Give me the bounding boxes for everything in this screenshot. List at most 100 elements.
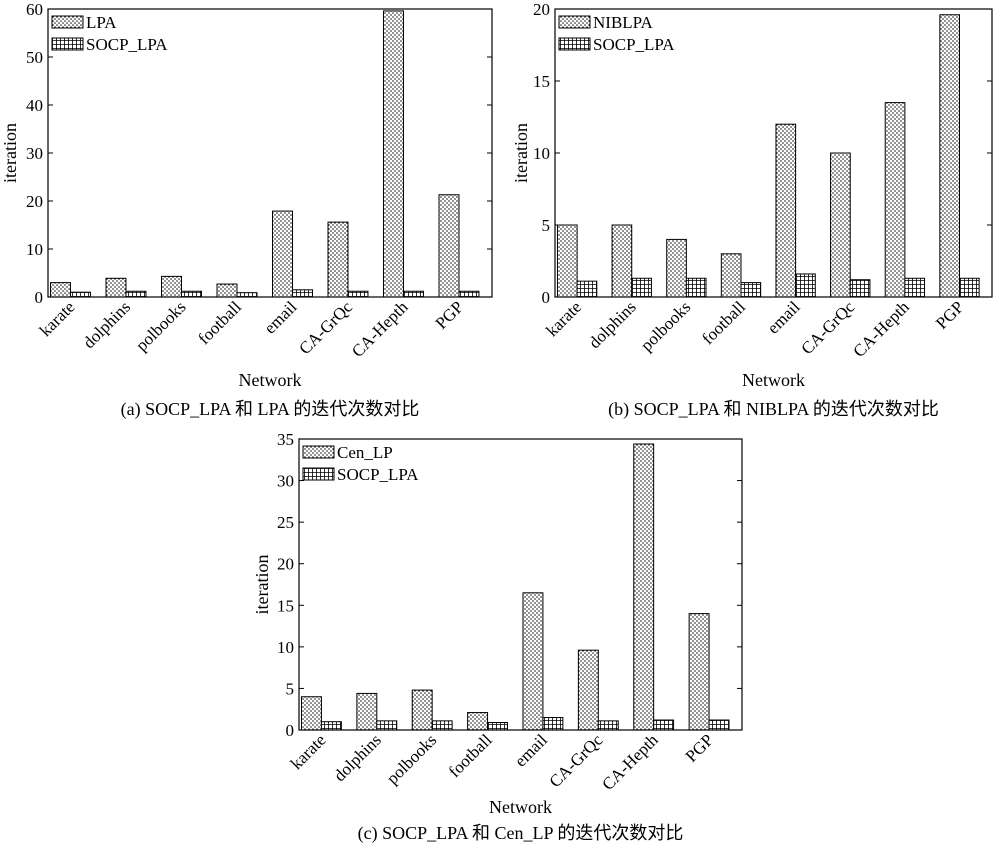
x-tick-label: dolphins — [79, 297, 134, 352]
legend-swatch — [302, 467, 335, 481]
y-tick-label: 40 — [26, 96, 43, 115]
y-axis-label: iteration — [0, 123, 20, 183]
legend-label: SOCP_LPA — [337, 465, 419, 484]
y-tick-label: 30 — [26, 144, 43, 163]
y-tick-label: 5 — [286, 679, 295, 698]
x-tick-label: PGP — [682, 730, 717, 765]
y-axis-label: iteration — [252, 555, 272, 615]
bar-socp-lpa-ca-hepth — [402, 290, 424, 298]
y-tick-label: 50 — [26, 48, 43, 67]
bar-cen-lp-dolphins — [356, 692, 378, 731]
bar-socp-lpa-karate — [69, 291, 91, 298]
bar-cen-lp-email — [522, 592, 544, 731]
legend: Cen_LP SOCP_LPA — [302, 443, 419, 484]
x-tick-label: football — [194, 297, 245, 348]
x-tick-label: PGP — [432, 297, 467, 332]
x-tick-label: CA-Hepth — [348, 297, 412, 361]
bar-socp-lpa-email — [291, 289, 313, 298]
y-tick-label: 10 — [277, 638, 294, 657]
x-axis-label: Network — [489, 797, 552, 817]
bar-lpa-football — [216, 283, 238, 298]
bar-lpa-pgp — [438, 194, 460, 298]
legend: NIBLPA SOCP_LPA — [558, 13, 675, 54]
bar-niblpa-email — [775, 123, 797, 298]
legend-label: LPA — [86, 13, 117, 32]
y-tick-label: 5 — [542, 216, 551, 235]
bar-niblpa-dolphins — [611, 224, 633, 298]
bar-socp-lpa-football — [487, 722, 508, 731]
y-tick-label: 35 — [277, 430, 294, 449]
x-tick-label: CA-GrQc — [797, 297, 858, 358]
bar-cen-lp-polbooks — [411, 689, 433, 731]
x-tick-label: email — [260, 297, 300, 337]
bar-socp-lpa-polbooks — [431, 720, 453, 731]
x-tick-label: email — [511, 730, 551, 770]
axes-frame — [298, 438, 743, 731]
bar-socp-lpa-ca-grqc — [347, 290, 369, 298]
x-tick-label: polbooks — [383, 730, 441, 788]
bar-socp-lpa-pgp — [458, 290, 480, 298]
bar-niblpa-ca-hepth — [884, 102, 906, 298]
x-tick-label: CA-GrQc — [546, 730, 607, 791]
legend-swatch — [51, 37, 84, 51]
bar-niblpa-karate — [556, 224, 578, 298]
bar-niblpa-polbooks — [666, 238, 687, 298]
bar-socp-lpa-football — [740, 282, 762, 298]
y-tick-label: 0 — [286, 721, 295, 740]
y-tick-label: 10 — [533, 144, 550, 163]
bar-cen-lp-ca-grqc — [577, 649, 599, 731]
x-tick-label: CA-Hepth — [598, 730, 662, 794]
bar-lpa-dolphins — [105, 277, 127, 298]
bar-niblpa-ca-grqc — [830, 152, 851, 298]
bar-socp-lpa-dolphins — [376, 720, 398, 731]
bar-cen-lp-pgp — [688, 613, 710, 731]
x-tick-label: football — [445, 730, 496, 781]
bar-socp-lpa-karate — [320, 721, 342, 731]
x-tick-label: polbooks — [637, 297, 695, 355]
legend-label: SOCP_LPA — [86, 35, 168, 54]
x-tick-label: football — [698, 297, 749, 348]
chart-caption: (b) SOCP_LPA 和 NIBLPA 的迭代次数对比 — [608, 399, 939, 420]
bar-socp-lpa-email — [542, 717, 564, 731]
bar-socp-lpa-karate — [576, 280, 598, 298]
y-tick-label: 15 — [533, 72, 550, 91]
bar-lpa-polbooks — [161, 275, 182, 298]
bar-socp-lpa-pgp — [708, 719, 730, 731]
x-tick-label: PGP — [932, 297, 967, 332]
y-tick-label: 10 — [26, 240, 43, 259]
x-axis-label: Network — [742, 370, 805, 390]
x-axis-label: Network — [239, 370, 302, 390]
y-tick-label: 30 — [277, 472, 294, 491]
x-tick-label: polbooks — [132, 297, 190, 355]
legend-swatch — [51, 15, 84, 29]
y-tick-label: 20 — [277, 555, 294, 574]
bar-cen-lp-football — [467, 712, 489, 731]
bar-lpa-ca-hepth — [383, 10, 404, 298]
bar-socp-lpa-dolphins — [631, 277, 652, 298]
bar-lpa-karate — [50, 282, 71, 298]
legend-swatch — [302, 445, 335, 459]
y-tick-label: 15 — [277, 596, 294, 615]
bar-socp-lpa-football — [236, 292, 258, 298]
bar-lpa-email — [272, 210, 293, 298]
bar-niblpa-pgp — [939, 14, 960, 298]
bar-socp-lpa-ca-grqc — [849, 279, 871, 298]
y-tick-label: 0 — [542, 288, 551, 307]
x-tick-label: dolphins — [330, 730, 385, 785]
x-tick-label: CA-Hepth — [849, 297, 913, 361]
chart-caption: (c) SOCP_LPA 和 Cen_LP 的迭代次数对比 — [358, 823, 684, 844]
y-tick-label: 25 — [277, 513, 294, 532]
y-axis-label: iteration — [511, 123, 531, 183]
legend-swatch — [558, 37, 591, 51]
y-tick-label: 0 — [35, 288, 44, 307]
bar-cen-lp-karate — [300, 696, 322, 731]
bar-socp-lpa-email — [795, 273, 816, 298]
bar-niblpa-football — [720, 253, 742, 298]
bar-socp-lpa-ca-grqc — [597, 720, 619, 731]
bar-socp-lpa-polbooks — [180, 290, 202, 298]
legend: LPA SOCP_LPA — [51, 13, 168, 54]
legend-label: Cen_LP — [337, 443, 393, 462]
